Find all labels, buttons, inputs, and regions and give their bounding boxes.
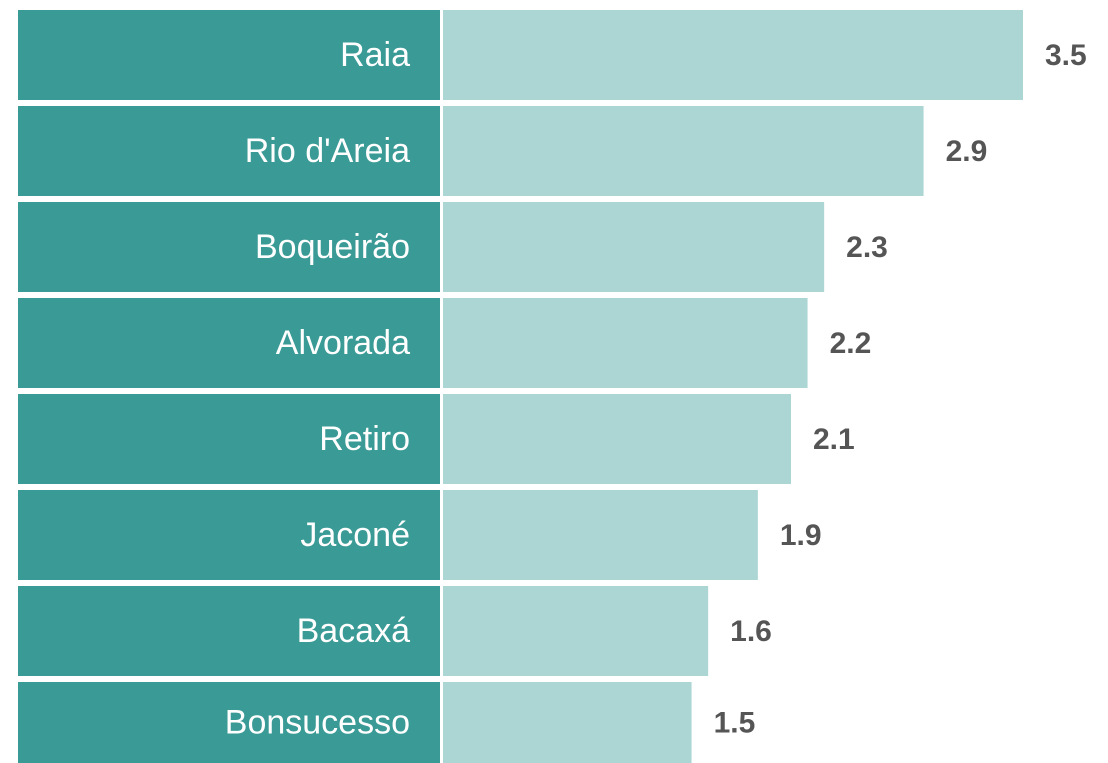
category-box <box>18 682 440 763</box>
bar <box>443 490 758 580</box>
category-label: Rio d'Areia <box>245 132 410 170</box>
value-label: 1.9 <box>780 519 822 552</box>
category-label: Bacaxá <box>297 612 410 650</box>
value-label: 2.9 <box>946 135 988 168</box>
value-label: 2.3 <box>846 231 888 264</box>
category-label: Raia <box>340 36 410 74</box>
value-label: 2.1 <box>813 423 855 456</box>
category-box <box>18 298 440 388</box>
category-box <box>18 106 440 196</box>
value-label: 1.6 <box>730 615 772 648</box>
category-box <box>18 586 440 676</box>
category-label: Retiro <box>319 420 410 458</box>
value-label: 3.5 <box>1045 39 1087 72</box>
category-label: Alvorada <box>276 324 410 362</box>
bar <box>443 586 709 676</box>
category-box <box>18 202 440 292</box>
category-box <box>18 490 440 580</box>
bar <box>443 682 692 763</box>
category-label: Bonsucesso <box>225 703 410 741</box>
bar <box>443 202 825 292</box>
value-label: 2.2 <box>830 327 872 360</box>
category-label: Boqueirão <box>255 228 410 266</box>
bar <box>443 394 791 484</box>
value-label: 1.5 <box>714 706 756 739</box>
category-box <box>18 10 440 100</box>
bar <box>443 298 808 388</box>
category-label: Jaconé <box>300 516 410 554</box>
bar <box>443 106 924 196</box>
category-box <box>18 394 440 484</box>
bar <box>443 10 1023 100</box>
